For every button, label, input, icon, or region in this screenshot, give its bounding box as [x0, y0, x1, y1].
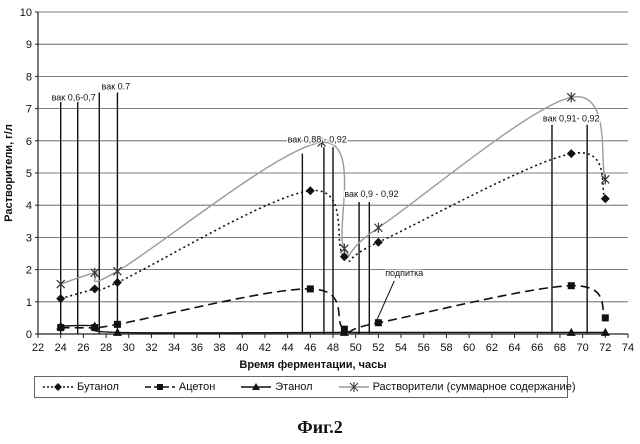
x-tick-label: 56 — [418, 342, 430, 354]
legend-label-butanol: Бутанол — [77, 381, 119, 393]
y-tick-label: 3 — [26, 232, 32, 244]
point-acetone — [602, 314, 609, 321]
point-acetone — [568, 282, 575, 289]
point-butanol — [374, 238, 383, 247]
annotation-label: вак 0,9 - 0,92 — [344, 189, 398, 199]
legend-item-solvents: Растворители (суммарное содержание) — [339, 381, 576, 393]
x-tick-label: 30 — [123, 342, 135, 354]
x-tick-label: 24 — [55, 342, 67, 354]
y-tick-label: 7 — [26, 104, 32, 116]
x-tick-label: 58 — [440, 342, 452, 354]
x-tick-label: 26 — [77, 342, 89, 354]
legend-label-solvents: Растворители (суммарное содержание) — [373, 381, 576, 393]
point-acetone — [307, 285, 314, 292]
x-tick-label: 50 — [350, 342, 362, 354]
y-tick-label: 8 — [26, 71, 32, 83]
point-solvents — [113, 266, 121, 276]
y-axis-title: Растворители, г/л — [3, 124, 15, 222]
y-tick-label: 2 — [26, 265, 32, 277]
legend-swatch-solvents — [339, 382, 369, 392]
x-tick-label: 68 — [554, 342, 566, 354]
x-tick-label: 74 — [622, 342, 634, 354]
point-butanol — [601, 194, 610, 203]
point-solvents — [57, 279, 65, 289]
annotation-label: подпитка — [385, 268, 423, 278]
x-tick-label: 60 — [463, 342, 475, 354]
point-butanol — [567, 149, 576, 158]
x-tick-label: 22 — [32, 342, 44, 354]
x-tick-label: 34 — [168, 342, 180, 354]
annotation-label: вак 0,6-0,7 — [52, 93, 96, 103]
y-tick-label: 0 — [26, 329, 32, 341]
y-tick-label: 1 — [26, 297, 32, 309]
x-tick-label: 52 — [372, 342, 384, 354]
x-tick-label: 62 — [486, 342, 498, 354]
point-acetone — [114, 321, 121, 328]
x-tick-label: 40 — [236, 342, 248, 354]
x-axis-title: Время ферментации, часы — [239, 359, 386, 371]
point-butanol — [113, 278, 122, 287]
x-tick-label: 66 — [531, 342, 543, 354]
x-tick-label: 28 — [100, 342, 112, 354]
legend: Бутанол Ацетон Этанол Растворители (сумм… — [34, 376, 568, 398]
x-tick-label: 42 — [259, 342, 271, 354]
y-tick-label: 9 — [26, 39, 32, 51]
x-tick-label: 38 — [213, 342, 225, 354]
point-butanol — [90, 284, 99, 293]
x-tick-label: 54 — [395, 342, 407, 354]
figure-caption: Фиг.2 — [0, 417, 640, 438]
y-tick-label: 4 — [26, 200, 32, 212]
x-tick-label: 46 — [304, 342, 316, 354]
point-solvents — [374, 223, 382, 233]
annotation-label: вак 0,88 - 0,92 — [288, 134, 347, 144]
feeding-pointer-line — [375, 281, 394, 324]
point-butanol — [306, 186, 315, 195]
legend-swatch-ethanol — [241, 382, 271, 392]
annotation-label: вак 0.7 — [102, 81, 131, 91]
x-tick-label: 64 — [508, 342, 520, 354]
x-tick-label: 48 — [327, 342, 339, 354]
point-solvents — [340, 244, 348, 254]
x-tick-label: 36 — [191, 342, 203, 354]
legend-swatch-butanol — [43, 382, 73, 392]
legend-item-acetone: Ацетон — [145, 381, 215, 393]
x-tick-label: 44 — [281, 342, 293, 354]
x-tick-label: 70 — [576, 342, 588, 354]
x-tick-label: 72 — [599, 342, 611, 354]
legend-item-butanol: Бутанол — [43, 381, 119, 393]
legend-label-acetone: Ацетон — [179, 381, 215, 393]
y-tick-label: 10 — [20, 7, 32, 19]
y-tick-label: 6 — [26, 136, 32, 148]
x-tick-label: 32 — [145, 342, 157, 354]
annotation-label: вак 0,91- 0,92 — [543, 113, 600, 123]
y-tick-label: 5 — [26, 168, 32, 180]
legend-item-ethanol: Этанол — [241, 381, 312, 393]
legend-label-ethanol: Этанол — [275, 381, 312, 393]
legend-swatch-acetone — [145, 382, 175, 392]
